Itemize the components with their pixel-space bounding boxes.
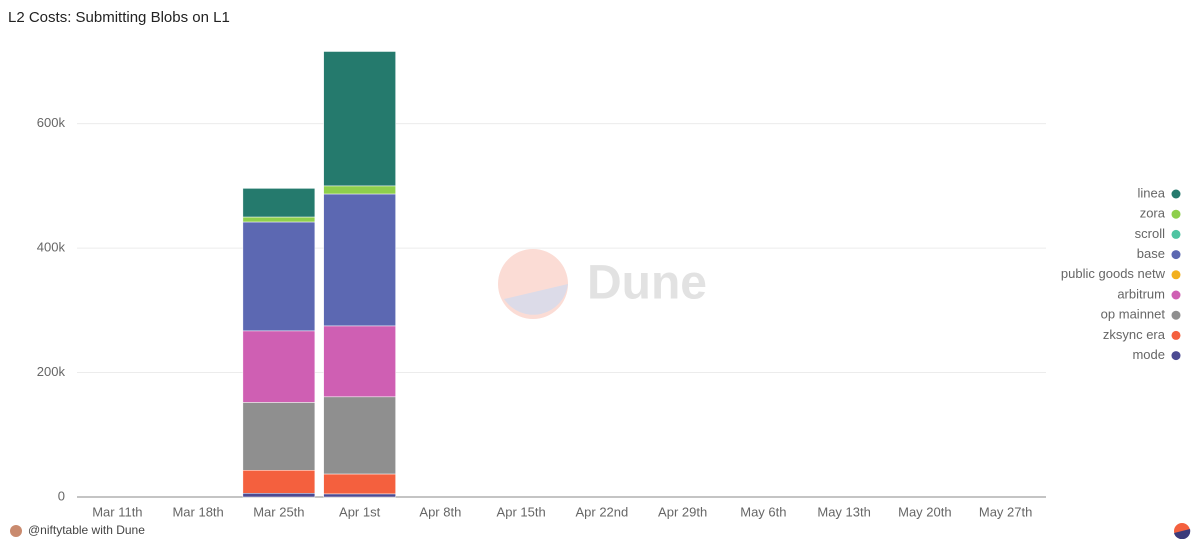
- chart-title: L2 Costs: Submitting Blobs on L1: [8, 9, 230, 26]
- x-tick-label: Apr 15th: [497, 504, 546, 519]
- legend-dot: [1171, 330, 1181, 340]
- legend-dot: [1171, 189, 1181, 199]
- x-tick-label: May 20th: [898, 504, 951, 519]
- x-tick-label: May 6th: [740, 504, 786, 519]
- bar-segment: [323, 185, 396, 195]
- legend-dot: [1171, 229, 1181, 239]
- x-tick-label: Apr 1st: [339, 504, 381, 519]
- footer: @niftytable with Dune: [28, 523, 145, 537]
- avatar: [10, 525, 22, 537]
- bar-segment: [242, 402, 316, 471]
- legend-label: op mainnet: [1101, 307, 1166, 322]
- x-tick-label: May 13th: [817, 504, 870, 519]
- bar-segment: [242, 330, 316, 403]
- x-tick-label: Mar 25th: [253, 504, 304, 519]
- legend-label: public goods netw: [1061, 266, 1166, 281]
- watermark-logo: [504, 284, 568, 315]
- legend-dot: [1171, 351, 1181, 361]
- x-tick-label: Apr 8th: [419, 504, 461, 519]
- bar-segment: [323, 473, 396, 495]
- y-tick-label: 0: [58, 488, 65, 503]
- watermark-text: Dune: [587, 257, 707, 310]
- legend-label: scroll: [1135, 226, 1165, 241]
- bar-segment: [242, 188, 316, 218]
- legend-dot: [1171, 290, 1181, 300]
- legend-label: zora: [1140, 206, 1166, 221]
- legend-dot: [1171, 270, 1181, 280]
- y-tick-label: 600k: [37, 115, 66, 130]
- legend-dot: [1171, 209, 1181, 219]
- bar-segment: [323, 51, 396, 187]
- legend-label: linea: [1138, 185, 1166, 200]
- legend-label: arbitrum: [1117, 286, 1165, 301]
- bar-segment: [323, 396, 396, 475]
- bar-segment: [323, 193, 396, 327]
- y-tick-label: 200k: [37, 364, 66, 379]
- x-tick-label: Apr 29th: [658, 504, 707, 519]
- x-tick-label: Mar 11th: [92, 504, 142, 519]
- bar-segment: [323, 325, 396, 398]
- bar-segment: [242, 469, 316, 494]
- legend-label: zksync era: [1103, 327, 1166, 342]
- dune-logo: [1174, 529, 1191, 539]
- bar-segment: [323, 493, 396, 498]
- x-tick-label: Apr 22nd: [575, 504, 628, 519]
- x-tick-label: May 27th: [979, 504, 1032, 519]
- bar-segment: [242, 493, 316, 498]
- legend-dot: [1171, 250, 1181, 260]
- legend-dot: [1171, 310, 1181, 320]
- legend-label: base: [1137, 246, 1165, 261]
- y-tick-label: 400k: [37, 240, 66, 255]
- x-tick-label: Mar 18th: [172, 504, 223, 519]
- bar-segment: [242, 221, 316, 332]
- watermark: Dune: [498, 249, 707, 319]
- bar-segment: [242, 216, 316, 223]
- legend-label: mode: [1132, 347, 1165, 362]
